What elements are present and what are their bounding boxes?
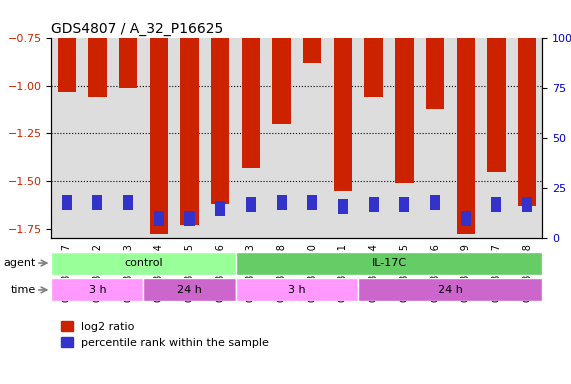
Bar xyxy=(272,0,291,124)
Bar xyxy=(307,195,317,210)
Bar xyxy=(338,199,348,214)
Bar xyxy=(456,0,475,234)
Bar xyxy=(246,197,256,212)
Bar xyxy=(93,195,102,210)
Text: IL-17C: IL-17C xyxy=(371,258,407,268)
Text: agent: agent xyxy=(3,258,36,268)
Bar xyxy=(426,0,444,109)
Bar xyxy=(364,0,383,98)
FancyBboxPatch shape xyxy=(235,252,542,275)
Text: 3 h: 3 h xyxy=(288,285,305,295)
Bar xyxy=(119,0,137,88)
Bar xyxy=(487,0,505,172)
Bar xyxy=(399,197,409,212)
Bar xyxy=(333,0,352,190)
FancyBboxPatch shape xyxy=(51,252,235,275)
Bar xyxy=(242,0,260,168)
Bar xyxy=(154,210,164,226)
Bar xyxy=(211,0,230,204)
Bar xyxy=(518,0,536,206)
FancyBboxPatch shape xyxy=(359,278,542,301)
Bar xyxy=(395,0,413,183)
Bar xyxy=(184,210,195,226)
Bar xyxy=(123,195,133,210)
FancyBboxPatch shape xyxy=(51,278,143,301)
FancyBboxPatch shape xyxy=(143,278,235,301)
Text: time: time xyxy=(11,285,36,295)
Bar xyxy=(180,0,199,225)
Bar xyxy=(369,197,379,212)
Bar xyxy=(430,195,440,210)
Bar xyxy=(215,200,225,216)
Bar xyxy=(62,195,72,210)
Bar xyxy=(303,0,321,63)
Bar xyxy=(522,197,532,212)
Text: GDS4807 / A_32_P16625: GDS4807 / A_32_P16625 xyxy=(51,22,224,36)
Bar xyxy=(276,195,287,210)
Text: 24 h: 24 h xyxy=(177,285,202,295)
Bar xyxy=(88,0,107,98)
FancyBboxPatch shape xyxy=(235,278,359,301)
Bar xyxy=(58,0,76,92)
Bar xyxy=(492,197,501,212)
Legend: log2 ratio, percentile rank within the sample: log2 ratio, percentile rank within the s… xyxy=(57,316,274,353)
Text: control: control xyxy=(124,258,163,268)
Bar xyxy=(150,0,168,234)
Text: 24 h: 24 h xyxy=(438,285,463,295)
Bar xyxy=(461,210,471,226)
Text: 3 h: 3 h xyxy=(89,285,106,295)
